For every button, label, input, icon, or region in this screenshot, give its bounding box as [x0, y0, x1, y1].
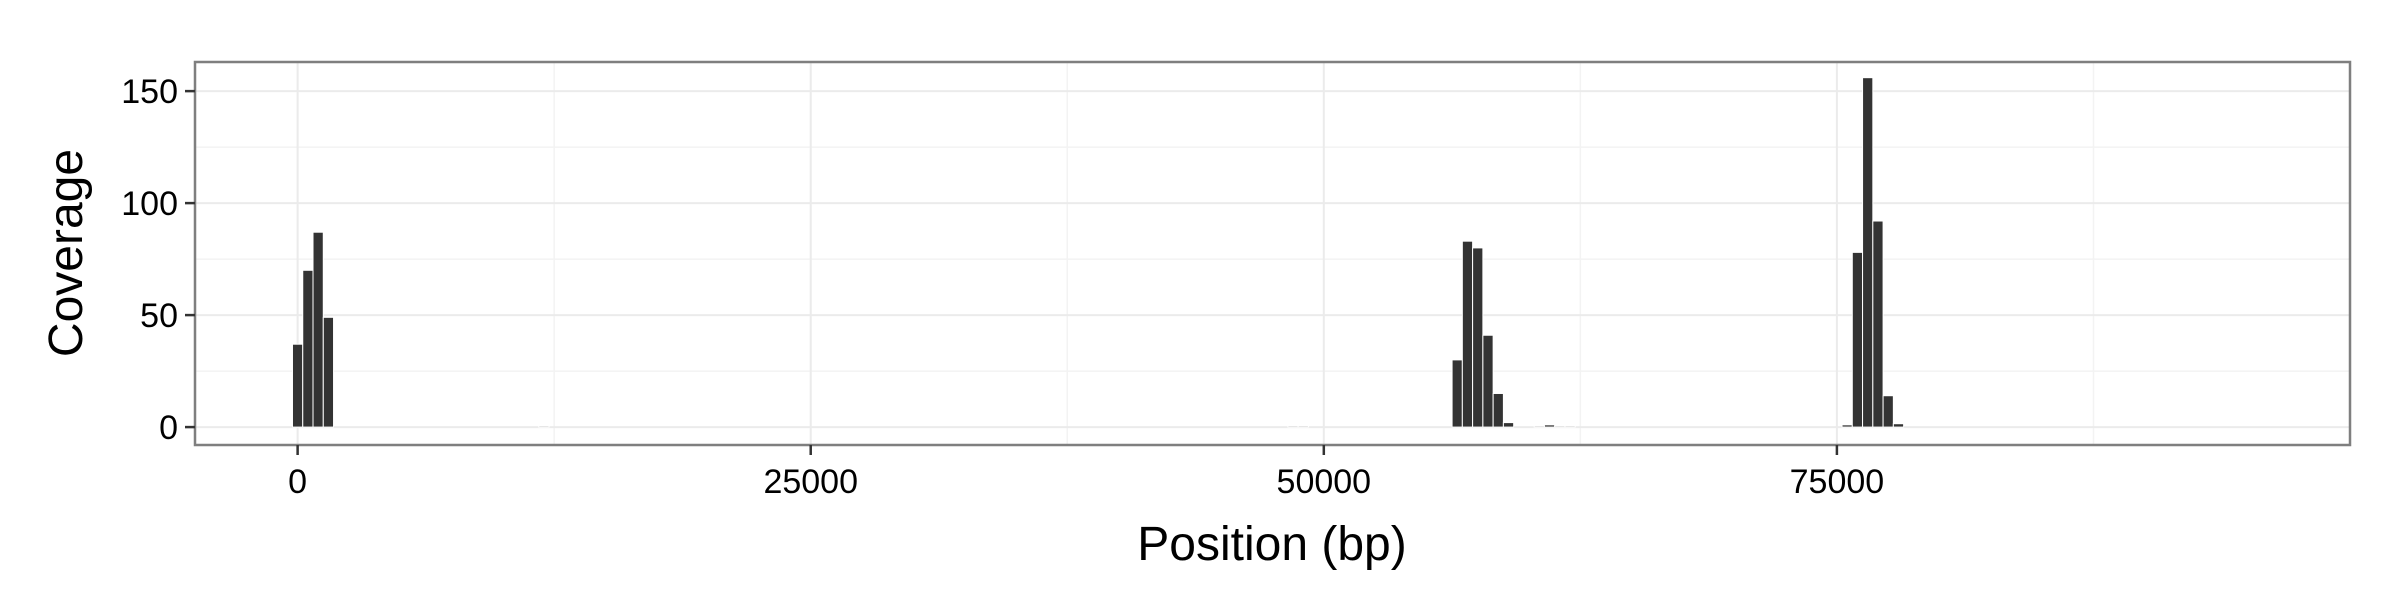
bar — [1533, 425, 1545, 428]
bar — [291, 343, 304, 428]
bar — [1554, 425, 1566, 428]
plot-panel-background — [195, 62, 2350, 445]
x-axis-title: Position (bp) — [1137, 518, 1406, 571]
y-axis: 0 50 100 150 — [121, 73, 195, 447]
bars — [291, 77, 1905, 428]
y-axis-title: Coverage — [40, 149, 93, 357]
bar — [1892, 423, 1905, 428]
bar — [302, 269, 314, 428]
bar — [1492, 392, 1504, 428]
x-tick-label: 50000 — [1277, 463, 1372, 501]
y-tick-label: 100 — [121, 185, 178, 223]
y-tick-label: 150 — [121, 73, 178, 111]
bar — [1287, 425, 1299, 428]
x-tick-label: 25000 — [763, 463, 858, 501]
bar — [1851, 251, 1864, 428]
bar — [1882, 395, 1894, 428]
bar — [312, 231, 324, 428]
bar — [1543, 424, 1556, 428]
bar — [1482, 334, 1494, 428]
bar — [322, 316, 335, 428]
y-tick-label: 50 — [140, 297, 178, 335]
bar — [538, 425, 550, 428]
x-tick-label: 75000 — [1790, 463, 1885, 501]
plot-panel-border — [193, 60, 2352, 447]
grid-lines — [195, 62, 2350, 445]
bar — [1564, 425, 1576, 428]
bar — [1451, 359, 1463, 428]
x-axis: 0 25000 50000 75000 — [288, 445, 1884, 501]
bar — [1472, 247, 1484, 428]
bar — [1841, 424, 1853, 428]
bar — [1502, 422, 1515, 428]
bar — [1872, 220, 1884, 428]
y-tick-label: 0 — [159, 409, 178, 447]
bar — [1461, 240, 1474, 428]
bar — [1297, 425, 1309, 428]
x-tick-label: 0 — [288, 463, 307, 501]
bar — [1862, 77, 1874, 428]
